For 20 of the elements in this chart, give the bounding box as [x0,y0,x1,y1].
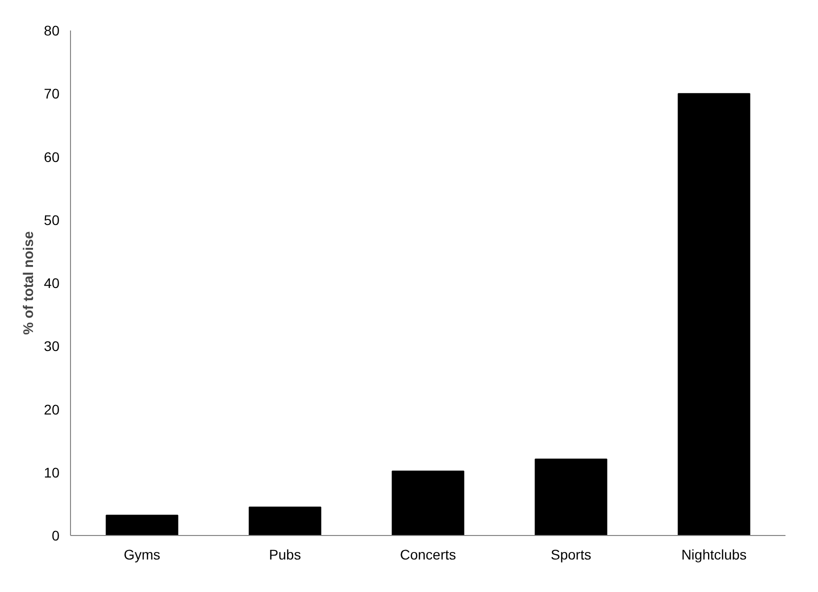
y-tick-label: 30 [44,338,60,354]
x-tick-label: Nightclubs [681,546,747,562]
y-tick-label: 80 [44,22,60,38]
x-tick-label: Sports [550,546,592,562]
bar [106,514,178,536]
y-tick-label: 10 [44,464,60,480]
y-tick-label: 40 [44,275,60,291]
y-tick-label: 70 [44,86,60,102]
bar [678,93,750,536]
y-tick-label: 20 [44,401,60,418]
x-tick-label: Pubs [269,546,301,562]
bar [248,506,322,536]
x-tick-label: Concerts [400,546,456,562]
y-axis-title: % of total noise [20,231,36,335]
bar [534,458,608,536]
y-tick-label: 50 [44,212,60,228]
y-tick-label: 0 [52,528,60,544]
y-tick-label: 60 [44,148,60,165]
x-tick-label: Gyms [124,546,160,562]
bar [392,470,464,536]
